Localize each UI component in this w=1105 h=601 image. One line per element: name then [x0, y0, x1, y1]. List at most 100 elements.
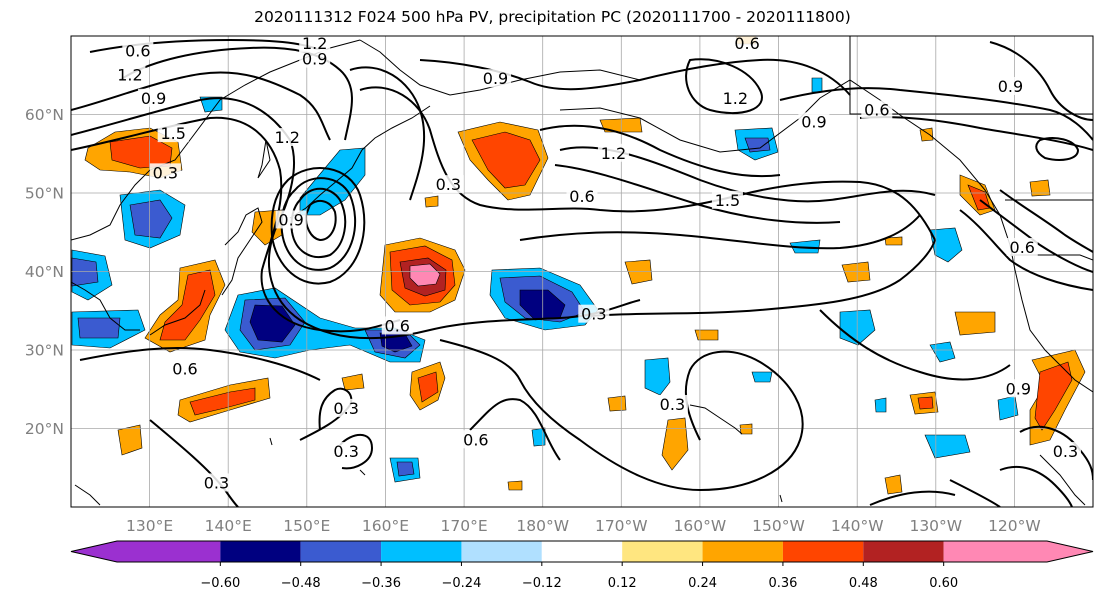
contour-label: 0.3 [660, 395, 685, 414]
contour-label-bg [798, 112, 830, 131]
colorbar-tick-label: 0.12 [608, 576, 637, 591]
contour-label-bg [731, 36, 763, 52]
contour-label-bg [578, 304, 610, 323]
contour-label: 1.2 [723, 89, 748, 108]
lon-label-160w: 160°W [674, 517, 727, 535]
contour-label-bg [711, 190, 743, 209]
contour-label-bg [480, 69, 512, 88]
colorbar-tick-label: 0.36 [768, 576, 797, 591]
contour-label: 0.3 [436, 175, 461, 194]
contour-label: 0.9 [278, 210, 303, 229]
colorbar-tick-label: −0.12 [522, 576, 562, 591]
lon-label-150w: 150°W [752, 517, 805, 535]
contour-label: 0.9 [998, 77, 1023, 96]
map-title: 2020111312 F024 500 hPa PV, precipitatio… [254, 8, 851, 26]
contour-label-bg [381, 316, 413, 335]
colorbar-swatches [71, 541, 1093, 562]
colorbar-tick-label: −0.48 [281, 576, 321, 591]
lon-label-160e: 160°E [362, 517, 409, 535]
colorbar-swatch [220, 541, 301, 562]
contour-label-bg [157, 124, 189, 143]
map-frame [70, 35, 1094, 508]
contour-label: 0.3 [1053, 442, 1078, 461]
colorbar-swatch [461, 541, 542, 562]
colorbar-swatch [300, 541, 382, 562]
contour-label-bg [275, 210, 307, 229]
colorbar-tick-label: −0.24 [442, 576, 482, 591]
contour-label-bg [1006, 237, 1038, 256]
contour-label: 0.6 [385, 316, 410, 335]
precipitation-shading [71, 36, 1086, 495]
lat-label-50: 50°N [25, 185, 64, 203]
colorbar-swatch [381, 541, 462, 562]
contour-label-bg [299, 49, 331, 68]
lon-label-120w: 120°W [988, 517, 1041, 535]
contour-label: 0.6 [1010, 238, 1035, 257]
contour-label: 1.2 [274, 128, 299, 147]
contour-label-bg [138, 88, 170, 107]
contour-label-bg [122, 41, 154, 60]
colorbar-tick-label: 0.48 [849, 576, 878, 591]
contour-label: 0.6 [125, 42, 150, 61]
contour-label-bg [330, 398, 362, 417]
colorbar-swatch [622, 541, 703, 562]
contour-label-bg [656, 394, 688, 413]
contour-label: 1.2 [302, 34, 327, 53]
lat-label-40: 40°N [25, 263, 64, 281]
contour-label: 0.6 [569, 187, 594, 206]
lon-label-140e: 140°E [205, 517, 252, 535]
colorbar-tick-label: 0.24 [688, 576, 717, 591]
contour-label: 1.2 [117, 65, 142, 84]
colorbar-outline [70, 540, 1094, 563]
contour-label-bg [169, 359, 201, 378]
contour-label-bg [1002, 379, 1034, 398]
colorbar-tick-label: 0.60 [929, 576, 958, 591]
contour-label: 0.6 [172, 360, 197, 379]
contour-label: 0.3 [581, 305, 606, 324]
contour-label-bg [719, 88, 751, 107]
colorbar-ticks: −0.60 −0.48 −0.36 −0.24 −0.12 0.12 0.24 0.36 0.4… [200, 562, 958, 591]
contour-label: 0.3 [333, 442, 358, 461]
contour-label-bg [299, 36, 331, 52]
lon-label-170e: 170°E [441, 517, 488, 535]
contour-label-bg [460, 430, 492, 449]
contour-label: 1.5 [160, 124, 185, 143]
colorbar-tick-label: −0.36 [361, 576, 401, 591]
lat-label-20: 20°N [25, 420, 64, 438]
longitude-labels: 130°E 140°E 150°E 160°E 170°E 180°W 170°… [126, 517, 1041, 535]
contour-label: 0.3 [153, 163, 178, 182]
colorbar-extend-high [943, 541, 1093, 562]
colorbar-swatch [702, 541, 783, 562]
coastlines [71, 36, 1093, 506]
lon-label-130e: 130°E [126, 517, 173, 535]
contour-label: 0.9 [1006, 379, 1031, 398]
lon-label-180w: 180°W [516, 517, 569, 535]
contour-label: 1.2 [601, 144, 626, 163]
lon-label-140w: 140°W [831, 517, 884, 535]
contour-label: 0.6 [463, 430, 488, 449]
contour-label-bg [149, 163, 181, 182]
lon-label-150e: 150°E [283, 517, 330, 535]
colorbar-swatch [541, 541, 623, 562]
colorbar-swatch [782, 541, 864, 562]
contour-label-bg [861, 100, 893, 119]
pv-contours [71, 38, 1093, 507]
contour-label-bg [200, 473, 232, 492]
contour-label: 0.9 [302, 50, 327, 69]
lon-label-170w: 170°W [595, 517, 648, 535]
colorbar-extend-low [71, 541, 221, 562]
contour-label: 0.9 [801, 112, 826, 131]
contour-label: 0.3 [333, 399, 358, 418]
contour-label-bg [566, 186, 598, 205]
contour-label-bg [1049, 442, 1081, 461]
contour-label-bg [271, 128, 303, 147]
contour-label-bg [597, 143, 629, 162]
contour-label: 0.3 [204, 473, 229, 492]
contour-label-bg [994, 77, 1026, 96]
lat-label-30: 30°N [25, 342, 64, 360]
lat-label-60: 60°N [25, 106, 64, 124]
colorbar-swatch [863, 541, 944, 562]
contour-label-bg [330, 442, 362, 461]
contour-label: 1.5 [715, 191, 740, 210]
